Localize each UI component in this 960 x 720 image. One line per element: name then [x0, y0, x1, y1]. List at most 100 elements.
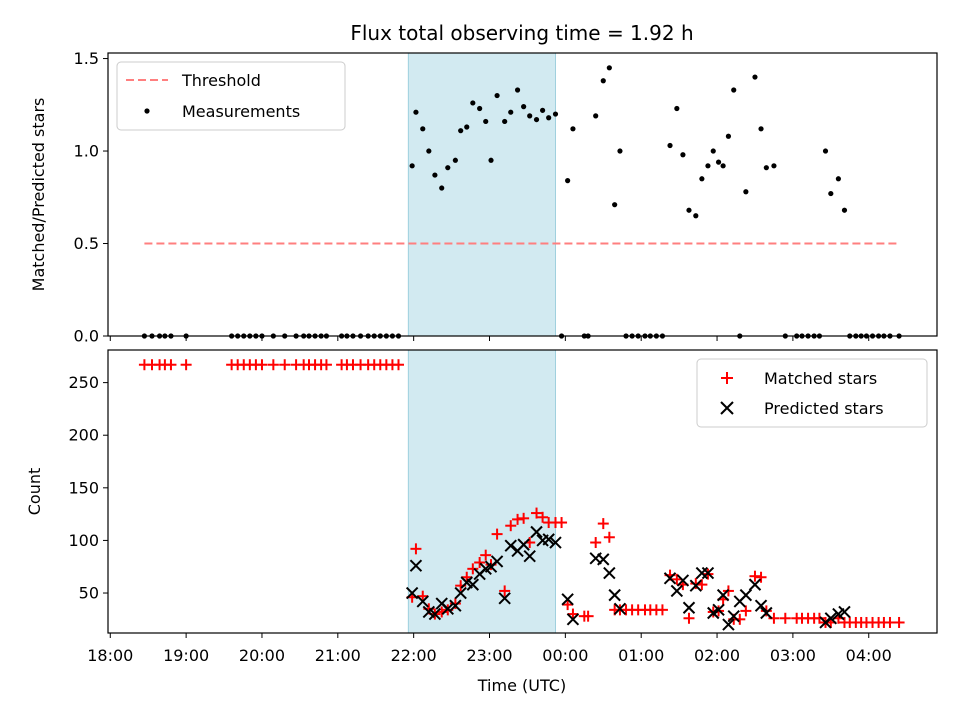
measurement-point — [674, 105, 680, 112]
count-x-tick-label: 21:00 — [315, 646, 361, 665]
count-x-tick-label: 19:00 — [163, 646, 209, 665]
matched-star-marker — [180, 359, 192, 371]
matched-star-marker — [392, 359, 404, 371]
measurement-point — [470, 100, 476, 106]
count-x-tick-label: 18:00 — [87, 646, 133, 665]
matched-star-marker — [779, 612, 791, 624]
ratio-legend-box — [116, 61, 346, 131]
count-y-tick-label: 100 — [68, 531, 99, 550]
predicted-star-marker — [428, 607, 442, 621]
measurement-point — [565, 178, 571, 184]
measurement-point — [546, 115, 552, 121]
predicted-star-marker — [712, 603, 725, 617]
predicted-star-marker — [824, 612, 838, 625]
measurement-point — [771, 163, 777, 169]
matched-star-marker — [467, 563, 479, 575]
predicted-star-marker — [603, 566, 616, 580]
matched-star-marker — [755, 571, 767, 583]
threshold-legend-label: Threshold — [181, 71, 261, 90]
predicted-star-marker — [490, 555, 504, 568]
predicted-legend-swatch — [720, 401, 734, 415]
predicted-star-marker — [454, 586, 467, 600]
measurement-point — [413, 109, 419, 115]
ratio-legend: Threshold Measurements — [116, 61, 346, 131]
predicted-star-marker — [838, 605, 851, 619]
measurement-point — [527, 113, 533, 119]
matched-star-marker — [417, 590, 429, 602]
count-x-tick-label: 22:00 — [391, 646, 437, 665]
matched-star-marker — [474, 557, 486, 569]
measurement-point — [600, 78, 606, 84]
predicted-star-marker — [663, 572, 677, 585]
predicted-star-marker — [739, 588, 753, 602]
predicted-star-marker — [682, 601, 696, 614]
matched-star-marker — [813, 612, 825, 624]
measurement-point — [763, 165, 769, 171]
measurement-point — [508, 109, 514, 115]
matched-star-marker — [505, 520, 517, 532]
measurement-point — [720, 163, 726, 169]
matched-star-marker — [410, 543, 422, 555]
predicted-star-marker — [608, 588, 621, 602]
measurement-point — [539, 107, 546, 113]
measurement-point — [725, 133, 732, 139]
matched-legend-swatch — [721, 372, 733, 384]
matched-star-marker — [491, 528, 503, 540]
count-x-tick-label: 03:00 — [770, 646, 816, 665]
ratio-y-tick-label: 0.5 — [74, 234, 99, 253]
count-legend: Matched stars Predicted stars — [696, 358, 928, 428]
matched-star-marker — [740, 605, 752, 617]
matched-star-marker — [603, 531, 615, 543]
count-x-axis-label: Time (UTC) — [477, 676, 566, 695]
predicted-star-marker — [405, 586, 419, 600]
predicted-star-marker — [727, 609, 740, 623]
measurement-point — [432, 172, 438, 178]
matched-star-marker — [320, 359, 332, 371]
measurement-point — [617, 148, 623, 154]
measurement-point — [758, 126, 764, 132]
matched-legend-label: Matched stars — [764, 369, 877, 388]
measurement-point — [667, 142, 673, 149]
observing-window-span — [407, 349, 556, 634]
measurement-point — [439, 185, 445, 191]
measurement-point — [841, 207, 848, 213]
measurement-point — [494, 92, 500, 99]
predicted-star-marker — [498, 592, 511, 605]
measurement-point — [521, 104, 527, 110]
predicted-star-marker — [530, 525, 543, 539]
predicted-star-marker — [561, 593, 574, 606]
measurement-point — [533, 116, 540, 123]
measurement-point — [828, 190, 834, 197]
measurement-point — [445, 165, 451, 171]
count-x-tick-label: 04:00 — [846, 646, 892, 665]
measurement-point — [686, 207, 692, 213]
measurement-point — [502, 118, 508, 125]
measurement-point — [752, 74, 758, 80]
predicted-star-marker — [504, 539, 517, 552]
count-y-tick-label: 150 — [68, 478, 99, 497]
matched-star-marker — [582, 610, 594, 622]
predicted-star-marker — [549, 536, 562, 549]
matched-star-marker — [893, 616, 905, 628]
matched-star-marker — [499, 585, 511, 597]
matched-star-marker — [597, 518, 609, 530]
matched-star-marker — [267, 359, 279, 371]
predicted-star-marker — [748, 578, 762, 591]
matched-star-marker — [656, 604, 668, 616]
count-y-tick-label: 50 — [79, 584, 99, 603]
count-y-tick-label: 200 — [68, 426, 99, 445]
matched-star-marker — [562, 599, 574, 611]
measurement-point — [552, 111, 559, 117]
predicted-star-marker — [523, 549, 536, 563]
predicted-legend-label: Predicted stars — [764, 399, 884, 418]
measurement-point — [458, 128, 464, 134]
measurement-point — [477, 105, 483, 112]
measurements-legend-swatch — [144, 108, 150, 114]
count-x-tick-label: 01:00 — [618, 646, 664, 665]
measurement-point — [464, 124, 470, 130]
count-legend-box — [696, 358, 928, 428]
measurement-point — [699, 176, 705, 182]
count-x-tick-label: 23:00 — [466, 646, 512, 665]
matched-star-marker — [531, 507, 543, 519]
